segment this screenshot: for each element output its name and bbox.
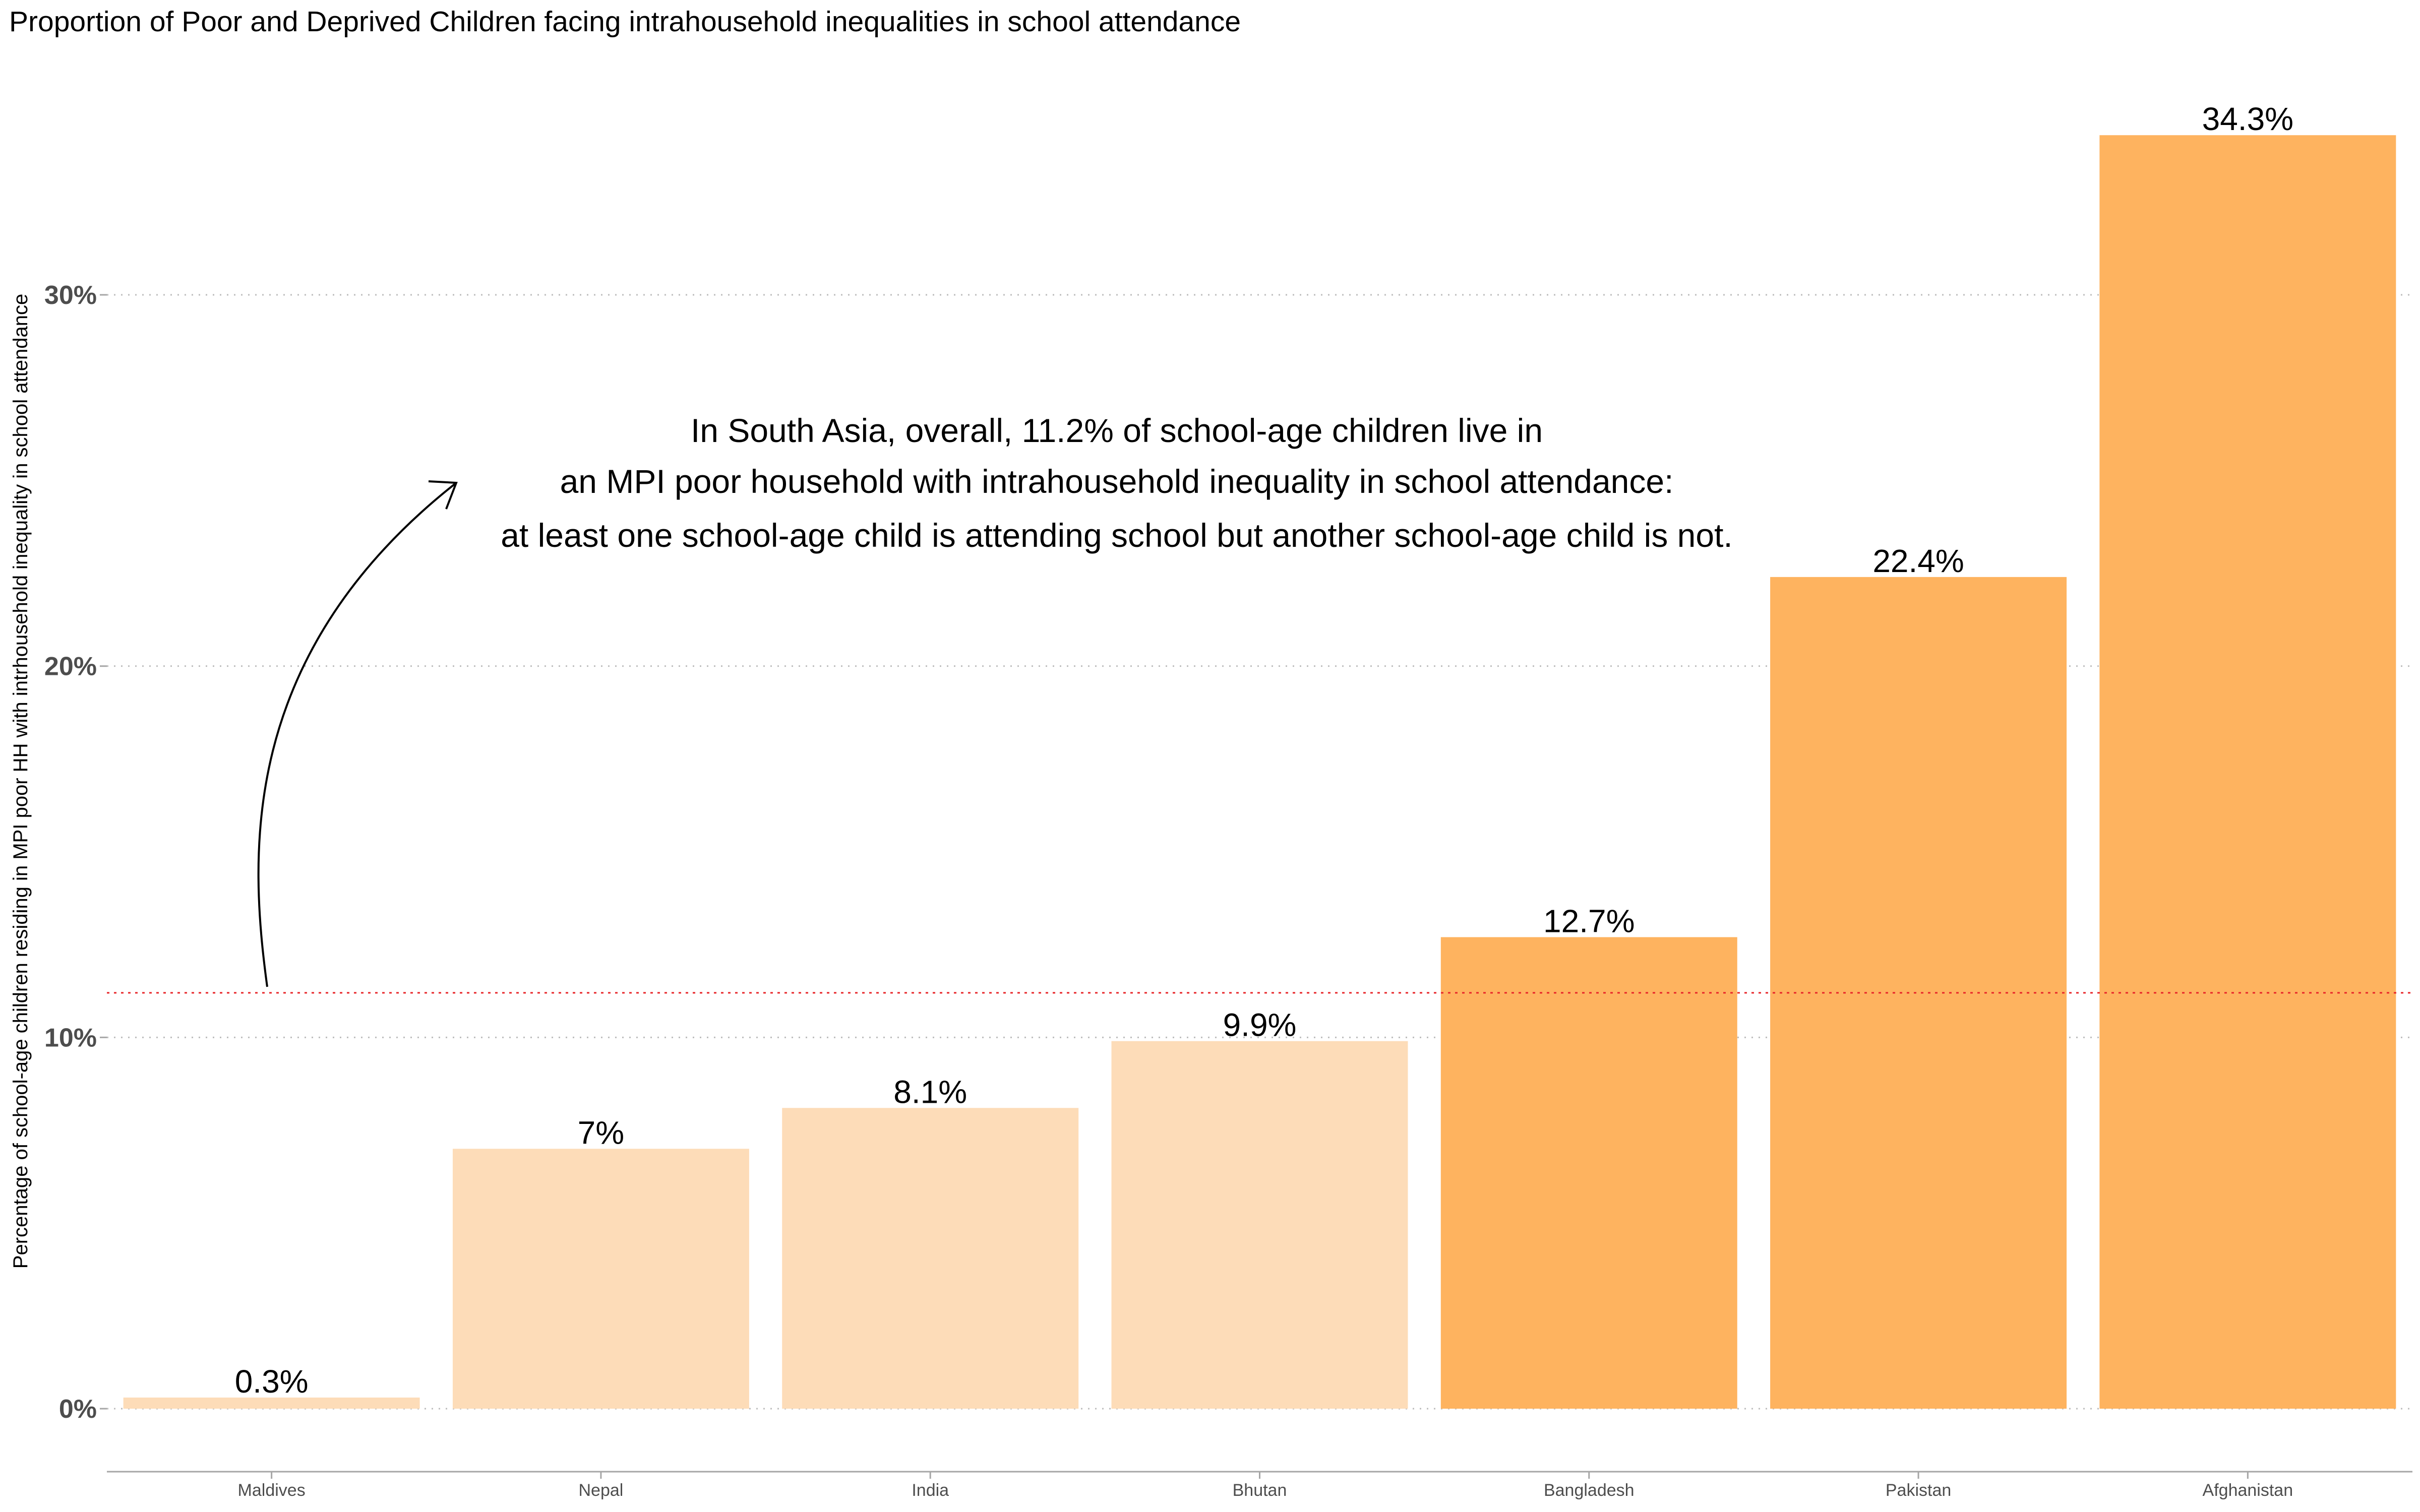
x-tick-label: Bangladesh bbox=[1544, 1481, 1635, 1500]
bar bbox=[1111, 1041, 1408, 1409]
annotation-arrow bbox=[257, 482, 457, 987]
y-tick-label: 0% bbox=[59, 1395, 97, 1424]
bar-value-label: 7% bbox=[578, 1114, 625, 1151]
annotation-line-3: at least one school-age child is attendi… bbox=[501, 517, 1733, 554]
x-tick-label: India bbox=[912, 1481, 949, 1500]
bar bbox=[123, 1397, 420, 1409]
bar-value-label: 9.9% bbox=[1223, 1007, 1297, 1043]
x-axis-ticks: Maldives Nepal India Bhutan Bangladesh Pakist… bbox=[238, 1472, 2293, 1500]
bar-value-label: 0.3% bbox=[235, 1363, 309, 1400]
bar-value-label: 8.1% bbox=[893, 1074, 967, 1110]
x-tick-label: Afghanistan bbox=[2203, 1481, 2293, 1500]
annotation-arrowhead bbox=[428, 480, 458, 510]
annotation-line-1: In South Asia, overall, 11.2% of school-… bbox=[691, 412, 1543, 449]
x-tick-label: Nepal bbox=[579, 1481, 624, 1500]
bar bbox=[1770, 577, 2067, 1409]
bar bbox=[2099, 135, 2396, 1409]
y-axis-label: Percentage of school-age children residi… bbox=[10, 294, 32, 1269]
y-tick-label: 20% bbox=[44, 652, 97, 681]
bars bbox=[123, 135, 2396, 1409]
chart-title: Proportion of Poor and Deprived Children… bbox=[9, 6, 1241, 38]
annotation: In South Asia, overall, 11.2% of school-… bbox=[257, 412, 1733, 987]
y-tick-label: 30% bbox=[44, 281, 97, 310]
x-tick-label: Maldives bbox=[238, 1481, 306, 1500]
bar bbox=[1440, 937, 1737, 1409]
bar-value-label: 34.3% bbox=[2202, 101, 2293, 137]
annotation-line-2: an MPI poor household with intrahousehol… bbox=[560, 463, 1674, 500]
x-tick-label: Bhutan bbox=[1233, 1481, 1287, 1500]
bar-value-label: 22.4% bbox=[1872, 543, 1964, 579]
x-tick-label: Pakistan bbox=[1886, 1481, 1951, 1500]
bar bbox=[452, 1149, 749, 1409]
y-axis-ticks: 0% 10% 20% 30% bbox=[44, 281, 107, 1424]
bar-value-labels: 0.3% 7% 8.1% 9.9% 12.7% 22.4% 34.3% bbox=[235, 101, 2293, 1400]
bar-value-label: 12.7% bbox=[1543, 903, 1635, 939]
y-tick-label: 10% bbox=[44, 1023, 97, 1052]
bar bbox=[782, 1108, 1079, 1409]
